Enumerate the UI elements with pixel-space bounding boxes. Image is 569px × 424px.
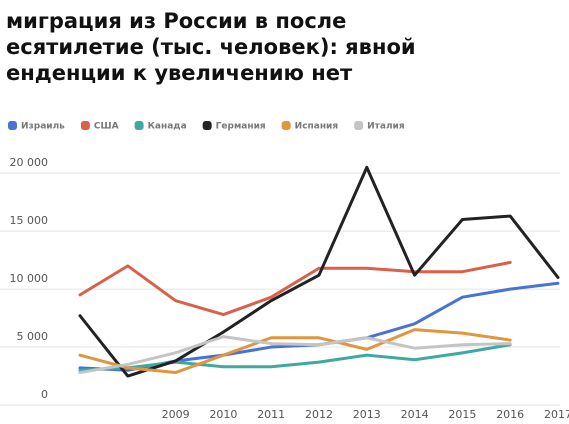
x-tick-label: 2017: [544, 408, 569, 421]
y-tick-label: 0: [41, 388, 48, 401]
legend-label: США: [94, 122, 119, 132]
x-tick-label: 2012: [305, 408, 333, 421]
legend-label: Испания: [295, 122, 339, 132]
y-tick-label: 5 000: [17, 330, 49, 343]
legend-swatch: [8, 121, 17, 130]
legend-swatch: [354, 121, 364, 130]
series-line: [78, 335, 512, 375]
x-tick-label: 2009: [162, 408, 190, 421]
x-tick-label: 2015: [448, 408, 476, 421]
chart-title: миграция из России в после: [6, 9, 346, 33]
legend-label: Израиль: [21, 122, 65, 132]
legend-swatch: [281, 121, 291, 130]
y-tick-label: 20 000: [10, 156, 49, 169]
x-tick-label: 2010: [209, 408, 237, 421]
series-line: [78, 343, 512, 372]
chart-title: есятилетие (тыс. человек): явной: [6, 35, 416, 59]
x-tick-label: 2014: [401, 408, 429, 421]
x-tick-label: 2013: [353, 408, 381, 421]
series-line: [78, 165, 560, 378]
legend-swatch: [202, 121, 212, 130]
legend-swatch: [80, 121, 90, 130]
x-tick-label: 2016: [496, 408, 524, 421]
chart-title: енденции к увеличению нет: [6, 61, 353, 85]
legend-swatch: [134, 121, 144, 130]
x-tick-label: 2011: [257, 408, 285, 421]
series-line: [78, 260, 512, 317]
legend-label: Италия: [367, 122, 405, 132]
y-tick-label: 15 000: [10, 214, 49, 227]
legend-label: Германия: [216, 122, 266, 132]
series-line: [78, 328, 512, 375]
y-tick-label: 10 000: [10, 272, 49, 285]
legend-label: Канада: [148, 122, 187, 132]
